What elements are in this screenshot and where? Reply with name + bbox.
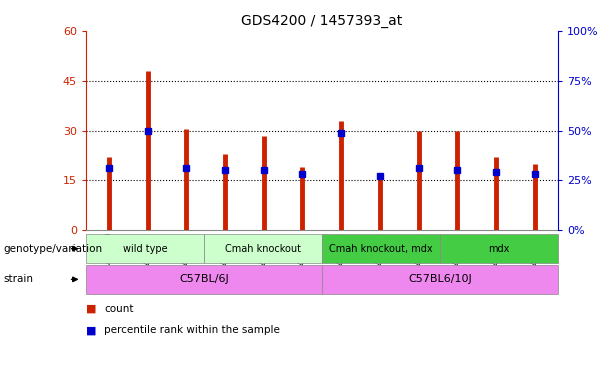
Text: genotype/variation: genotype/variation <box>3 243 102 254</box>
Text: Cmah knockout, mdx: Cmah knockout, mdx <box>329 243 433 254</box>
Text: wild type: wild type <box>123 243 167 254</box>
Text: ■: ■ <box>86 325 96 335</box>
Text: mdx: mdx <box>488 243 509 254</box>
Text: Cmah knockout: Cmah knockout <box>225 243 301 254</box>
Text: count: count <box>104 304 134 314</box>
Text: strain: strain <box>3 274 33 285</box>
Text: C57BL/6J: C57BL/6J <box>179 274 229 285</box>
Title: GDS4200 / 1457393_at: GDS4200 / 1457393_at <box>241 14 403 28</box>
Text: C57BL6/10J: C57BL6/10J <box>408 274 471 285</box>
Text: ■: ■ <box>86 304 96 314</box>
Text: percentile rank within the sample: percentile rank within the sample <box>104 325 280 335</box>
